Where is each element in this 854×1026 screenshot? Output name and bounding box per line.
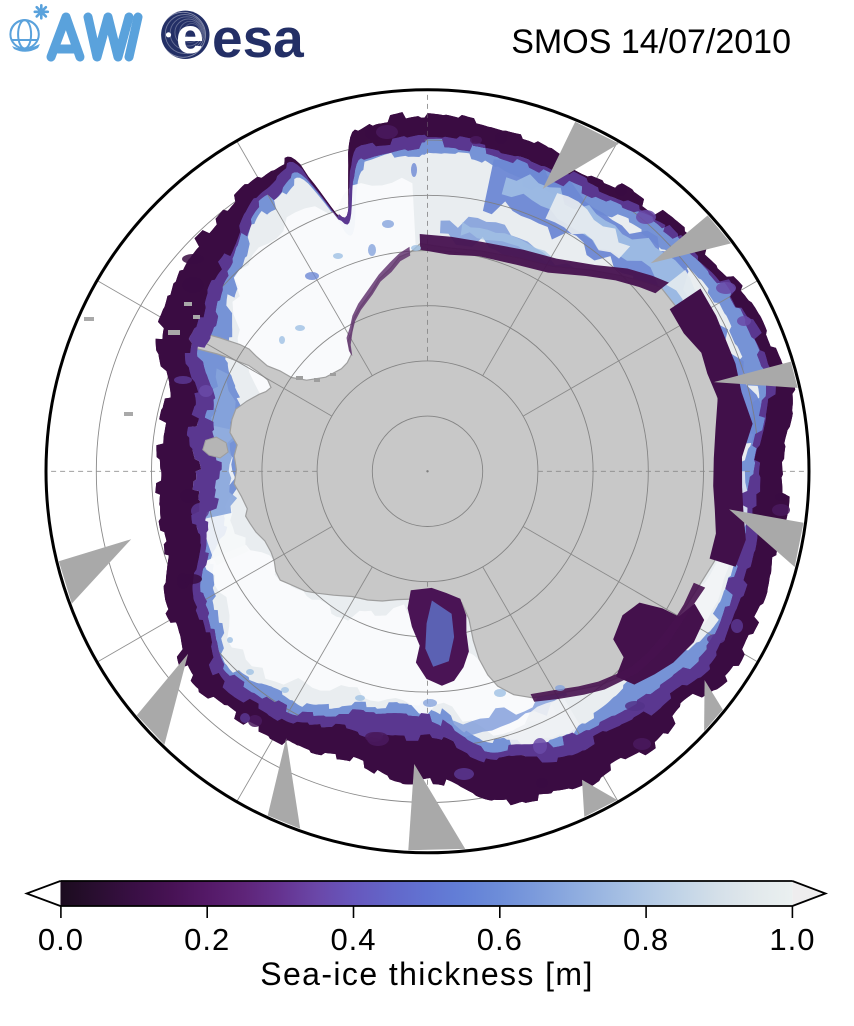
svg-text:esa: esa: [212, 7, 304, 69]
svg-text:0.4: 0.4: [330, 922, 376, 957]
svg-text:0.2: 0.2: [184, 922, 230, 957]
svg-text:0.6: 0.6: [477, 922, 523, 957]
svg-text:1.0: 1.0: [769, 922, 815, 957]
svg-text:Sea-ice thickness [m]: Sea-ice thickness [m]: [260, 956, 594, 992]
svg-text:0.0: 0.0: [38, 922, 84, 957]
svg-text:e: e: [176, 8, 204, 64]
svg-text:SMOS 14/07/2010: SMOS 14/07/2010: [511, 23, 791, 61]
svg-text:0.8: 0.8: [623, 922, 669, 957]
